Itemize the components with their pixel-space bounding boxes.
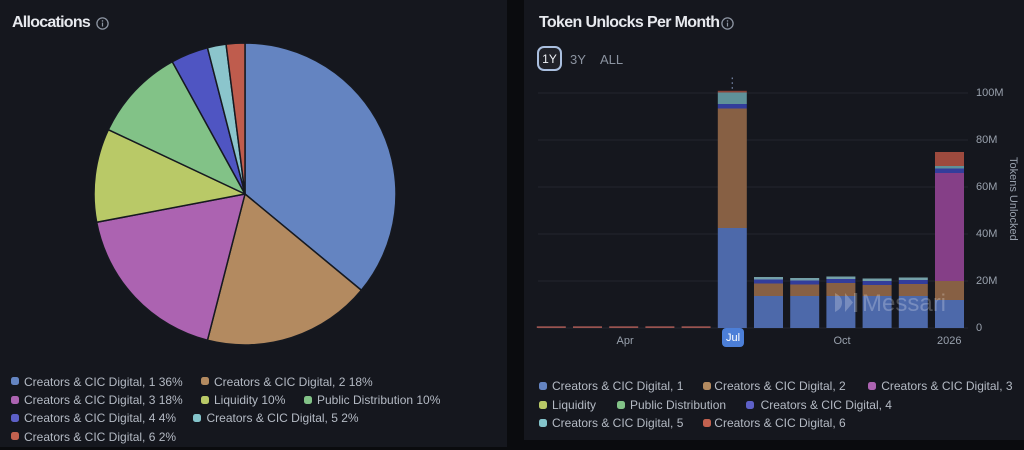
svg-text:Messari: Messari bbox=[862, 290, 946, 317]
